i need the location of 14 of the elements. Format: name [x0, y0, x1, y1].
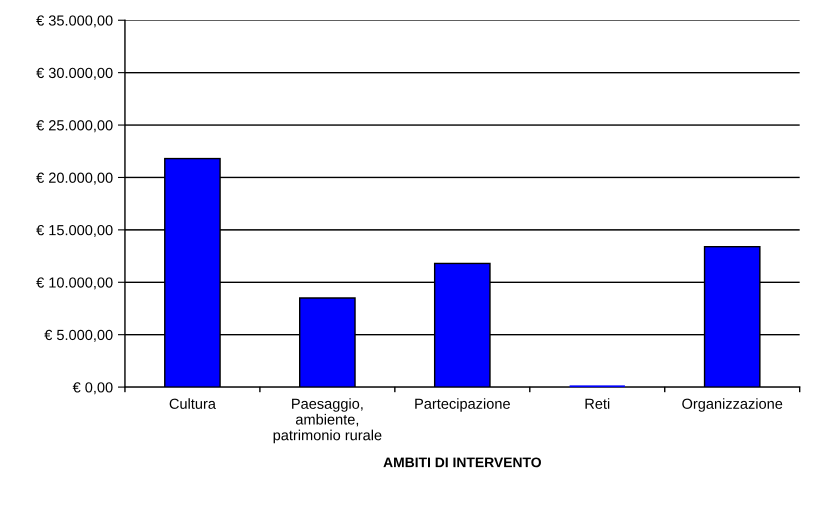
x-tick-label: Organizzazione: [682, 398, 782, 412]
y-tick-label: € 15.000,00: [36, 224, 113, 238]
y-tick-label: € 25.000,00: [36, 120, 113, 132]
x-tick-label: Reti: [585, 398, 610, 409]
y-tick-label: € 0,00: [72, 382, 113, 394]
y-tick-label: € 30.000,00: [36, 68, 113, 80]
x-axis-title: AMBITI DI INTERVENTO: [383, 457, 541, 468]
x-tick-label: Paesaggio, ambiente, patrimonio rurale: [274, 398, 382, 444]
y-tick-label: € 20.000,00: [36, 172, 113, 185]
y-tick-label: € 10.000,00: [36, 277, 113, 290]
x-tick-label: Cultura: [170, 398, 216, 409]
y-tick-label: € 35.000,00: [36, 15, 113, 28]
x-tick-label: Partecipazione: [415, 398, 510, 412]
y-tick-label: € 5.000,00: [44, 330, 113, 342]
